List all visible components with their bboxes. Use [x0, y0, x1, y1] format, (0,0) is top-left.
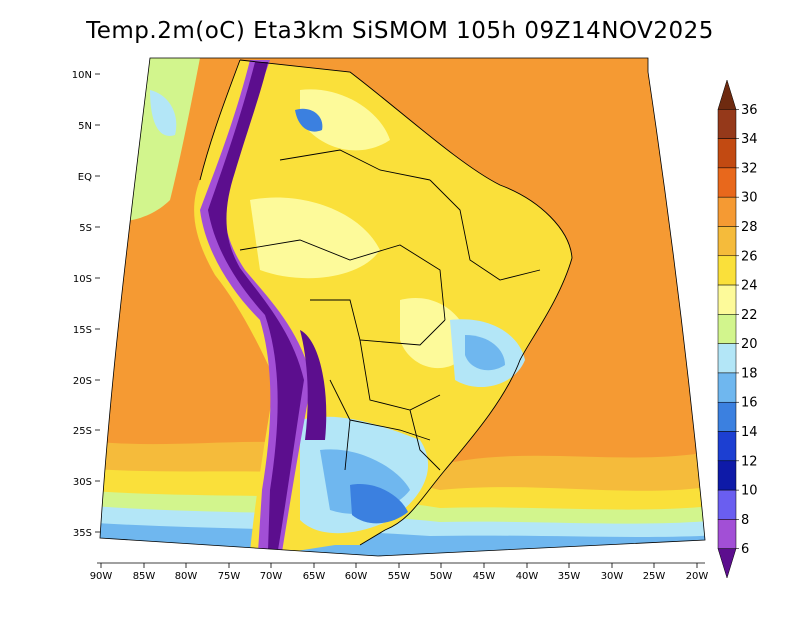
colorbar-label: 24: [741, 279, 758, 294]
lat-label: 35S: [73, 528, 92, 539]
lon-label: 45W: [473, 571, 496, 582]
colorbar-swatch: [717, 79, 737, 110]
latitude-axis: 10N 5N EQ 5S 10S 15S 20S 25S 30S 35S: [72, 70, 100, 539]
lon-label: 40W: [516, 571, 539, 582]
colorbar-swatch: [717, 372, 737, 403]
lat-label: 5N: [78, 121, 92, 132]
temperature-field: [100, 58, 705, 556]
colorbar-label: 36: [741, 103, 758, 118]
lon-label: 65W: [303, 571, 326, 582]
colorbar-swatch: [717, 489, 737, 520]
colorbar-swatch: [717, 343, 737, 374]
colorbar-label: 26: [741, 249, 758, 264]
lon-label: 35W: [558, 571, 581, 582]
lat-label: 25S: [73, 426, 92, 437]
colorbar-label: 22: [741, 308, 758, 323]
colorbar-swatch: [717, 226, 737, 257]
colorbar-label: 20: [741, 337, 758, 352]
lon-label: 85W: [133, 571, 156, 582]
lat-label: 10N: [72, 70, 92, 81]
lon-label: 75W: [218, 571, 241, 582]
lat-label: 30S: [73, 477, 92, 488]
lat-label: 5S: [79, 223, 92, 234]
lon-label: 30W: [601, 571, 624, 582]
map-title: Temp.2m(oC) Eta3km SiSMOM 105h 09Z14NOV2…: [86, 18, 714, 44]
lon-label: 90W: [90, 571, 113, 582]
lon-label: 70W: [260, 571, 283, 582]
colorbar-swatch: [717, 138, 737, 169]
colorbar-swatch: [717, 431, 737, 462]
lon-label: 80W: [175, 571, 198, 582]
colorbar-label: 16: [741, 396, 758, 411]
political-boundaries: [199, 59, 573, 546]
colorbar: 36 34 32 30 28 26 24 22 20 18 16 14 12 10 8 6: [717, 79, 758, 579]
colorbar-swatch: [717, 314, 737, 344]
lat-label: 10S: [73, 274, 92, 285]
lat-label: EQ: [78, 172, 92, 183]
colorbar-swatch: [717, 109, 737, 139]
colorbar-label: 28: [741, 220, 758, 235]
lat-label: 15S: [73, 325, 92, 336]
colorbar-swatch: [717, 548, 737, 579]
lat-label: 20S: [73, 376, 92, 387]
colorbar-label: 14: [741, 425, 758, 440]
colorbar-label: 30: [741, 191, 758, 206]
lon-label: 60W: [345, 571, 368, 582]
colorbar-swatch: [717, 167, 737, 198]
lon-label: 55W: [388, 571, 411, 582]
colorbar-swatch: [717, 255, 737, 286]
domain-outline: [99, 57, 706, 557]
colorbar-label: 32: [741, 161, 758, 176]
colorbar-swatch: [717, 460, 737, 491]
colorbar-swatch: [717, 519, 737, 549]
colorbar-label: 6: [741, 542, 749, 557]
lon-label: 50W: [430, 571, 453, 582]
colorbar-label: 10: [741, 484, 758, 499]
colorbar-swatch: [717, 284, 737, 315]
colorbar-label: 34: [741, 132, 758, 147]
longitude-axis: 90W 85W 80W 75W 70W 65W 60W 55W 50W 45W …: [90, 562, 709, 582]
colorbar-label: 12: [741, 454, 758, 469]
colorbar-label: 18: [741, 366, 758, 381]
colorbar-swatch: [717, 196, 737, 227]
lon-label: 25W: [643, 571, 666, 582]
colorbar-label: 8: [741, 513, 749, 528]
lon-label: 20W: [686, 571, 709, 582]
colorbar-swatch: [717, 401, 737, 432]
